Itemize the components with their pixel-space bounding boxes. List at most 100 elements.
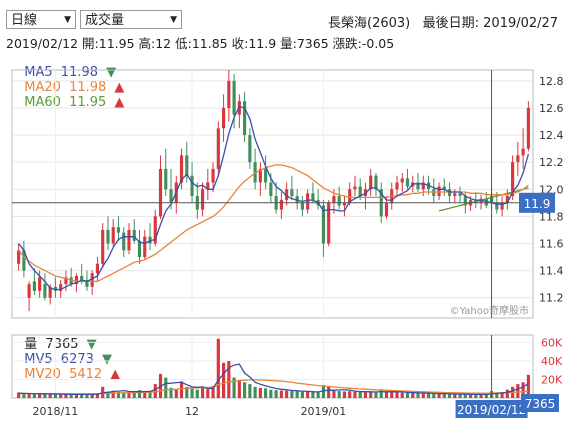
candle (164, 148, 168, 197)
candle-body (453, 193, 457, 197)
x-tick-label: 2018/11 (33, 405, 79, 418)
volume-bar (111, 390, 115, 398)
volume-bar (516, 384, 520, 398)
mv20-value: 5412 (69, 367, 103, 382)
volume-bar (484, 394, 488, 398)
candle-body (148, 236, 152, 244)
candle-body (306, 193, 310, 210)
volume-bar (384, 391, 389, 398)
period-select[interactable]: 日線 ▼ (6, 10, 76, 29)
volume-bar (106, 391, 110, 398)
candle (216, 121, 220, 176)
volume-bar (237, 380, 241, 398)
volume-bar (327, 386, 331, 398)
candle-body (80, 275, 84, 281)
volume-tick-label: 20K (541, 373, 563, 386)
volume-bar (248, 384, 252, 398)
candle (306, 189, 310, 214)
candle (153, 209, 157, 247)
stock-name-code: 長榮海(2603) (328, 16, 411, 31)
candle-body (227, 80, 231, 108)
candle (17, 243, 21, 271)
volume-bar (363, 392, 368, 398)
candle-body (511, 162, 515, 197)
candle-body (200, 189, 205, 210)
price-tick-label: 12.4 (539, 129, 564, 142)
volume-bar (148, 391, 152, 398)
candle (179, 148, 184, 190)
indicator-select[interactable]: 成交量 ▼ (80, 10, 182, 29)
volume-bar (458, 394, 462, 398)
volume-bar (353, 391, 357, 398)
candle-body (332, 196, 336, 203)
volume-bar (342, 391, 347, 398)
volume-bar (32, 393, 36, 398)
volume-bar (53, 394, 57, 398)
candle-body (127, 229, 131, 251)
mv5-legend: MV5 6273 ▼ (24, 352, 116, 367)
volume-bar (232, 377, 236, 398)
volume-bar (316, 392, 320, 398)
volume-bar (306, 391, 310, 398)
volume-bar (258, 387, 262, 398)
candle-body (48, 286, 52, 298)
candle (437, 182, 441, 201)
candle-body (285, 189, 289, 201)
ma60-line (438, 187, 529, 212)
volume-bar (74, 394, 79, 398)
volume-bar (222, 362, 226, 398)
candle-body (27, 284, 31, 298)
candle (253, 148, 257, 190)
candle (516, 141, 520, 176)
candle (321, 200, 325, 258)
candle-body (106, 229, 110, 244)
volume-bar (127, 391, 131, 398)
candle (405, 168, 410, 190)
candle (442, 178, 446, 197)
volume-bar (38, 393, 42, 398)
candle (43, 273, 47, 301)
candle-body (421, 182, 425, 190)
volume-bar (216, 338, 220, 398)
candle (311, 182, 315, 203)
mv20-legend: MV20 5412 ▲ (24, 367, 124, 382)
volume-bar (264, 388, 268, 398)
candle-body (90, 273, 94, 287)
mv20-line (18, 379, 529, 395)
volume-bar (500, 391, 504, 398)
candle-body (337, 196, 341, 206)
candle-body (32, 281, 36, 291)
last-date: 最後日期: 2019/02/27 (422, 16, 559, 31)
candle (300, 196, 304, 217)
candle-body (143, 236, 147, 258)
volume-bar (227, 360, 231, 398)
price-tick-label: 12.2 (539, 156, 564, 169)
candle-body (17, 250, 21, 264)
volume-bar (453, 394, 457, 398)
candle-body (85, 280, 89, 287)
volume-bar (426, 393, 431, 398)
price-tick-label: 11.8 (539, 210, 564, 223)
price-tick-label: 12.6 (539, 102, 564, 115)
volume-bar (22, 393, 26, 398)
candle (264, 155, 268, 190)
candle-body (295, 196, 299, 203)
candle-body (101, 229, 105, 264)
ohlc-date: 2019/02/12 (6, 36, 79, 51)
candle-body (505, 196, 509, 203)
candle-body (243, 101, 247, 136)
candle (353, 175, 357, 197)
candle (279, 191, 283, 220)
volume-bar (253, 386, 257, 398)
volume-bar (174, 389, 178, 398)
candle (132, 219, 136, 244)
ma5-legend: MA5 11.98 ▼ (24, 65, 120, 80)
crosshair-date-label: 2019/02/12 (457, 403, 526, 417)
volume-bar (411, 392, 415, 398)
candle (395, 175, 399, 197)
candle (258, 162, 262, 197)
ma60-value: 11.95 (69, 95, 107, 110)
candle-body (74, 275, 79, 285)
candle-body (216, 128, 220, 169)
